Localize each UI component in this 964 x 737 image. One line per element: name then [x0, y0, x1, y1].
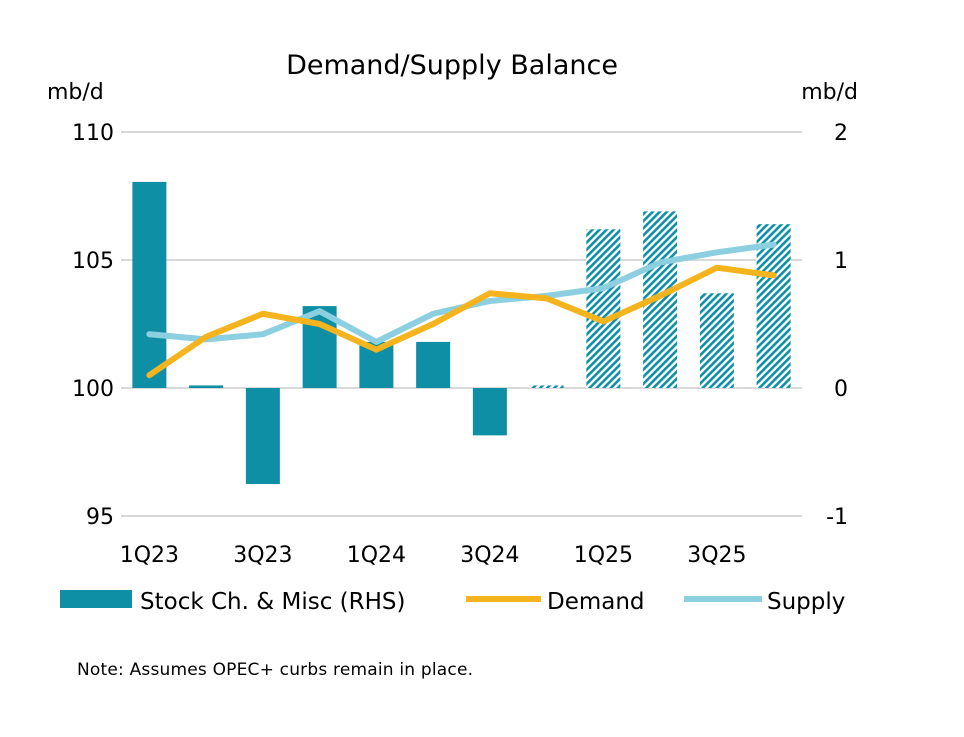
x-tick-label: 1Q23: [120, 543, 179, 568]
legend-swatch-stock-change: [60, 590, 132, 608]
y-axis-right: 2 1 0 -1: [826, 121, 848, 530]
bar-3Q23: [245, 388, 280, 484]
y-left-tick-label: 105: [72, 249, 114, 274]
bar-1Q25: [586, 229, 621, 388]
x-tick-label: 1Q24: [347, 543, 406, 568]
bar-2Q24: [416, 341, 451, 388]
x-tick-label: 1Q25: [574, 543, 633, 568]
y-left-tick-label: 100: [72, 377, 114, 402]
bar-3Q24: [472, 388, 507, 436]
y-left-tick-label: 110: [72, 121, 114, 146]
bar-1Q23: [132, 181, 167, 388]
legend-label-demand: Demand: [547, 589, 645, 615]
bar-3Q25: [699, 293, 734, 388]
bar-4Q24: [529, 385, 564, 388]
legend-label-supply: Supply: [767, 589, 845, 615]
legend-label-stock-change: Stock Ch. & Misc (RHS): [140, 589, 405, 615]
line-series: [146, 241, 777, 379]
y-left-tick-label: 95: [86, 505, 114, 530]
line-demand: [146, 264, 777, 379]
x-tick-label: 3Q23: [233, 543, 292, 568]
legend: Stock Ch. & Misc (RHS) Demand Supply: [60, 589, 845, 615]
x-tick-label: 3Q24: [460, 543, 519, 568]
x-tick-label: 3Q25: [687, 543, 746, 568]
bar-4Q25: [756, 224, 791, 388]
chart-title: Demand/Supply Balance: [286, 50, 618, 81]
y-right-tick-label: -1: [826, 505, 848, 530]
x-axis: 1Q23 3Q23 1Q24 3Q24 1Q25 3Q25: [120, 543, 747, 568]
y-right-tick-label: 0: [834, 377, 848, 402]
y-right-tick-label: 1: [834, 249, 848, 274]
bar-2Q23: [189, 385, 224, 388]
y-axis-left: 110 105 100 95: [72, 121, 114, 530]
y-left-unit: mb/d: [47, 80, 104, 105]
chart-note: Note: Assumes OPEC+ curbs remain in plac…: [77, 660, 474, 680]
gridlines: [121, 131, 802, 517]
y-right-unit: mb/d: [801, 80, 858, 105]
y-right-tick-label: 2: [834, 121, 848, 146]
bar-series-stock-change: [132, 181, 791, 484]
